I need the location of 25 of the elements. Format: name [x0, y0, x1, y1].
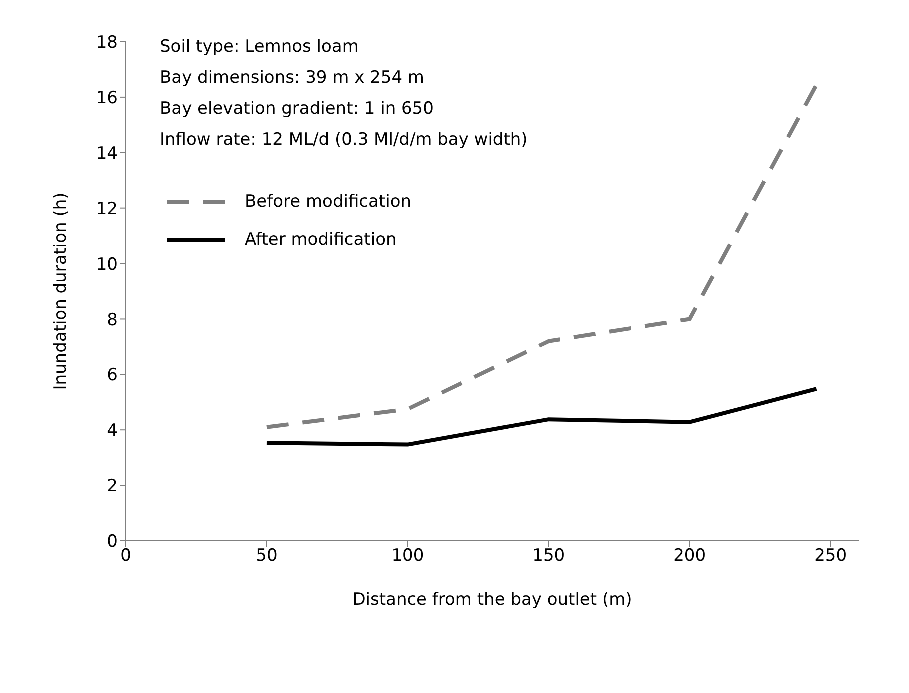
x-tick-label: 250	[814, 546, 848, 566]
line-series	[264, 387, 819, 447]
y-tick-label: 16	[96, 88, 118, 108]
y-tick-label: 8	[107, 310, 118, 330]
x-tick-label: 200	[674, 546, 706, 566]
y-tick-label: 10	[96, 254, 118, 275]
y-tick-label: 0	[107, 532, 118, 552]
y-tick-label: 12	[96, 199, 118, 220]
x-tick-label: 0	[120, 546, 132, 566]
x-tick-label: 150	[532, 546, 566, 566]
x-axis-title: Distance from the bay outlet (m)	[352, 590, 632, 610]
annotation: Bay elevation gradient: 1 in 650	[160, 98, 435, 121]
y-axis-title: Inundation duration (h)	[51, 192, 72, 390]
y-tick-label: 18	[96, 33, 118, 54]
annotation: Soil type: Lemnos loam	[160, 36, 360, 59]
y-tick-label: 14	[96, 144, 118, 164]
legend-label: After modification	[245, 230, 397, 250]
x-tick-label: 100	[392, 546, 424, 566]
y-tick-label: 4	[107, 421, 118, 442]
y-tick-label: 6	[107, 366, 118, 386]
annotation: Bay dimensions: 39 m x 254 m	[160, 67, 426, 90]
annotation: Inflow rate: 12 ML/d (0.3 Ml/d/m bay width)	[160, 129, 528, 152]
x-tick-label: 50	[256, 546, 278, 566]
legend-label: Before modification	[245, 192, 412, 212]
y-tick-label: 2	[107, 476, 118, 497]
